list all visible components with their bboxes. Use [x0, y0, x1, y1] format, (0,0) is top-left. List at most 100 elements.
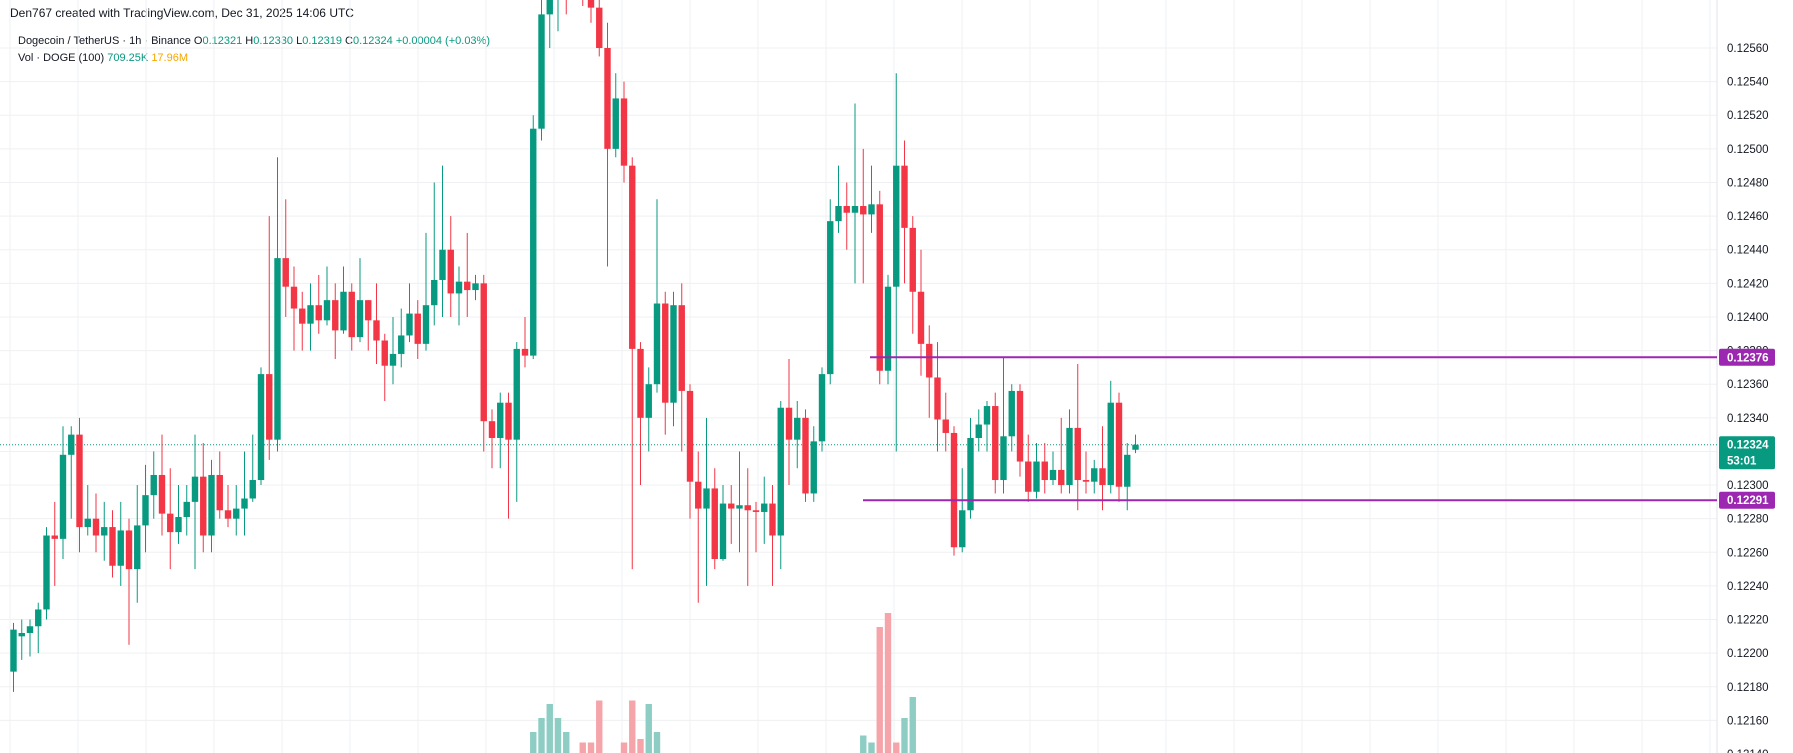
volume-row: Vol · DOGE (100) 709.25K 17.96M: [18, 50, 490, 67]
price-tick-label: 0.12240: [1727, 581, 1769, 593]
candle-body: [191, 476, 199, 502]
candle-body: [810, 441, 817, 494]
candle-body: [876, 204, 883, 371]
volume-bar: [637, 739, 644, 753]
candle-body: [249, 480, 256, 499]
candle-body: [538, 14, 545, 129]
candle-body: [917, 291, 925, 344]
candle-body: [51, 535, 58, 539]
level-price-label: 0.12376: [1727, 352, 1769, 364]
price-tick-label: 0.12160: [1727, 715, 1769, 727]
horizontal-levels[interactable]: [863, 356, 1717, 502]
price-tick-label: 0.12460: [1727, 211, 1769, 223]
open-value: 0.12321: [202, 35, 243, 47]
candle-body: [480, 283, 487, 422]
candle-body: [150, 474, 157, 496]
candle-body: [1074, 427, 1081, 481]
candle-body: [216, 474, 223, 511]
candle-body: [818, 374, 826, 442]
symbol-title[interactable]: Dogecoin / TetherUS · 1h · Binance: [18, 35, 191, 47]
candles: [10, 0, 1139, 692]
volume-bar: [629, 700, 636, 753]
candle-body: [10, 629, 17, 672]
change-value: +0.00004 (+0.03%): [395, 35, 490, 47]
candle-body: [92, 518, 100, 536]
volume-bar: [901, 718, 908, 753]
candle-body: [546, 0, 553, 15]
price-tick-label: 0.12360: [1727, 379, 1769, 391]
candle-body: [959, 510, 966, 548]
candle-body: [629, 165, 636, 349]
close-label: C: [345, 35, 353, 47]
volume-bar: [860, 735, 867, 753]
candle-body: [835, 206, 842, 222]
candle-body: [1082, 480, 1090, 482]
volume-bars: [530, 613, 916, 753]
high-label: H: [245, 35, 254, 47]
volume-bar: [909, 697, 916, 753]
candle-body: [497, 402, 504, 438]
candle-body: [1016, 390, 1024, 462]
candle-body: [389, 353, 397, 366]
candle-body: [645, 384, 652, 418]
candle-body: [101, 527, 108, 536]
candle-body: [257, 374, 265, 481]
candle-body: [340, 291, 347, 331]
candle-body: [942, 419, 949, 433]
candle-body: [1091, 468, 1098, 482]
candle-body: [777, 407, 784, 536]
candle-body: [678, 305, 685, 391]
candle-body: [18, 632, 25, 637]
candle-body: [43, 535, 50, 610]
candle-body: [431, 279, 438, 306]
volume-bar: [876, 627, 883, 753]
candle-body: [843, 206, 850, 213]
candle-body: [1033, 461, 1040, 492]
candle-body: [950, 432, 958, 548]
candle-body: [84, 518, 91, 528]
price-tick-label: 0.12480: [1727, 177, 1769, 189]
candle-body: [761, 503, 768, 512]
candle-body: [299, 308, 306, 324]
price-tick-label: 0.12540: [1727, 77, 1769, 89]
candle-body: [1132, 444, 1139, 450]
candle-body: [975, 424, 982, 438]
level-price-badge: [1719, 491, 1775, 509]
volume-bar: [884, 613, 892, 753]
candle-body: [183, 501, 190, 517]
candle-body: [1025, 461, 1032, 492]
candle-body: [728, 503, 735, 509]
candle-body: [439, 249, 446, 280]
volume-label[interactable]: Vol · DOGE (100): [18, 52, 105, 64]
candle-body: [26, 626, 34, 633]
candle-body: [744, 505, 751, 511]
volume-bar: [620, 742, 628, 753]
candle-body: [851, 206, 859, 213]
candle-body: [422, 305, 430, 344]
price-tick-label: 0.12140: [1727, 749, 1769, 753]
candle-body: [794, 417, 801, 440]
candle-body: [612, 98, 619, 149]
candle-body: [348, 291, 355, 338]
candle-body: [785, 407, 793, 440]
candle-body: [703, 488, 710, 509]
candle-body: [1099, 468, 1106, 486]
volume-bar: [893, 742, 900, 753]
volume-bar: [563, 732, 570, 753]
candle-body: [736, 505, 743, 509]
candle-body: [752, 510, 760, 512]
candle-body: [868, 204, 875, 215]
close-value: 0.12324: [352, 35, 393, 47]
candle-body: [488, 421, 496, 438]
candle-body: [447, 249, 454, 294]
candle-body: [356, 300, 364, 338]
candle-body: [587, 0, 595, 8]
price-axis[interactable]: 0.12560 0.12540 0.12520 0.12500 0.12480 0.124…: [1719, 43, 1775, 753]
chart-credit: Den767 created with TradingView.com, Dec…: [10, 6, 354, 20]
candle-body: [282, 258, 289, 287]
candle-body: [1107, 402, 1114, 486]
candle-body: [967, 437, 974, 511]
volume-bar: [579, 742, 586, 753]
candle-body: [505, 402, 512, 440]
